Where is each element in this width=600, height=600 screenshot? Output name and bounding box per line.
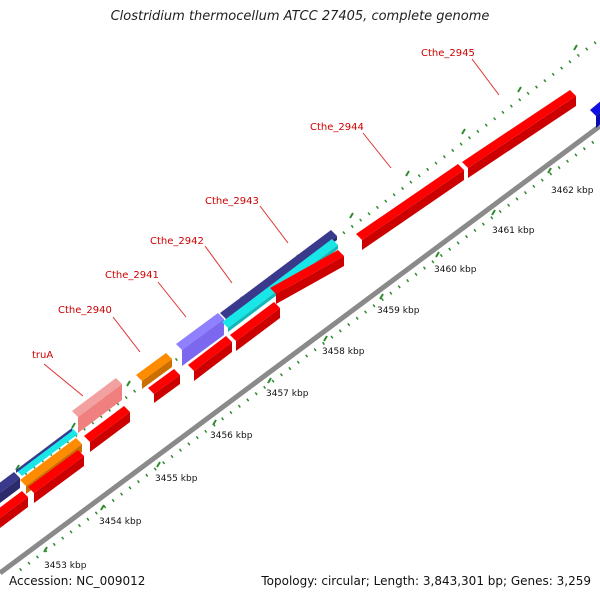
- gene-label-Cthe_2941[interactable]: Cthe_2941: [105, 270, 187, 318]
- scale-label: 3462 kbp: [551, 186, 594, 196]
- gene-label-text: Cthe_2945: [421, 48, 475, 59]
- gene-feature-dark-blue[interactable]: [0, 472, 20, 506]
- gene-label-text: truA: [32, 350, 53, 361]
- scale-label: 3460 kbp: [434, 265, 477, 275]
- scale-label: 3457 kbp: [266, 389, 309, 399]
- scale-label: 3453 kbp: [44, 561, 87, 571]
- scale-label: 3458 kbp: [322, 347, 365, 357]
- gene-label-text: Cthe_2940: [58, 305, 112, 316]
- gene-label-Cthe_2942[interactable]: Cthe_2942: [150, 236, 233, 284]
- scale-tick: 3462 kbp: [547, 167, 594, 196]
- genome-stats-label: Topology: circular; Length: 3,843,301 bp…: [261, 574, 591, 588]
- gene-feature-red[interactable]: [230, 302, 280, 351]
- gene-label-text: Cthe_2942: [150, 236, 204, 247]
- gene-feature-red[interactable]: [148, 369, 180, 403]
- scale-label: 3455 kbp: [155, 474, 198, 484]
- gene-feature-light-purple[interactable]: [176, 313, 224, 366]
- scale-label: 3454 kbp: [99, 517, 142, 527]
- gene-feature-orange[interactable]: [136, 353, 172, 389]
- gene-label-Cthe_2940[interactable]: Cthe_2940: [58, 305, 141, 353]
- gene-feature-red[interactable]: [270, 250, 344, 304]
- scale-tick: 3456 kbp: [210, 419, 253, 441]
- inner-ruler-track: [19, 135, 600, 572]
- gene-feature-cyan[interactable]: [16, 428, 78, 476]
- genome-backbone: [0, 123, 600, 576]
- gene-feature-blue[interactable]: [590, 100, 600, 128]
- scale-label: 3461 kbp: [492, 226, 535, 236]
- scale-tick: 3458 kbp: [322, 335, 365, 357]
- accession-label: Accession: NC_009012: [9, 574, 146, 588]
- gene-label-Cthe_2944[interactable]: Cthe_2944: [310, 122, 392, 169]
- scale-tick: 3457 kbp: [266, 377, 309, 399]
- gene-feature-red[interactable]: [84, 406, 130, 452]
- gene-label-truA[interactable]: truA: [32, 350, 84, 397]
- map-title: Clostridium thermocellum ATCC 27405, com…: [110, 9, 490, 24]
- gene-feature-pink[interactable]: [72, 378, 122, 433]
- scale-tick: 3455 kbp: [155, 461, 198, 484]
- gene-feature-red[interactable]: [0, 491, 28, 531]
- gene-feature-red[interactable]: [188, 336, 232, 381]
- scale-label: 3456 kbp: [210, 431, 253, 441]
- gene-label-text: Cthe_2944: [310, 122, 364, 133]
- scale-tick: 3460 kbp: [434, 251, 477, 275]
- scale-label: 3459 kbp: [377, 306, 420, 316]
- gene-label-text: Cthe_2941: [105, 270, 159, 281]
- gene-label-text: Cthe_2943: [205, 196, 259, 207]
- scale-tick: 3453 kbp: [43, 546, 87, 571]
- scale-tick: 3454 kbp: [99, 504, 142, 527]
- gene-feature-red[interactable]: [462, 90, 576, 178]
- gene-feature-red[interactable]: [356, 164, 464, 250]
- scale-tick: 3461 kbp: [491, 209, 535, 236]
- gene-label-Cthe_2943[interactable]: Cthe_2943: [205, 196, 289, 244]
- gene-label-Cthe_2945[interactable]: Cthe_2945: [421, 48, 500, 96]
- scale-tick: 3459 kbp: [377, 293, 420, 316]
- gene-feature-red[interactable]: [28, 450, 84, 503]
